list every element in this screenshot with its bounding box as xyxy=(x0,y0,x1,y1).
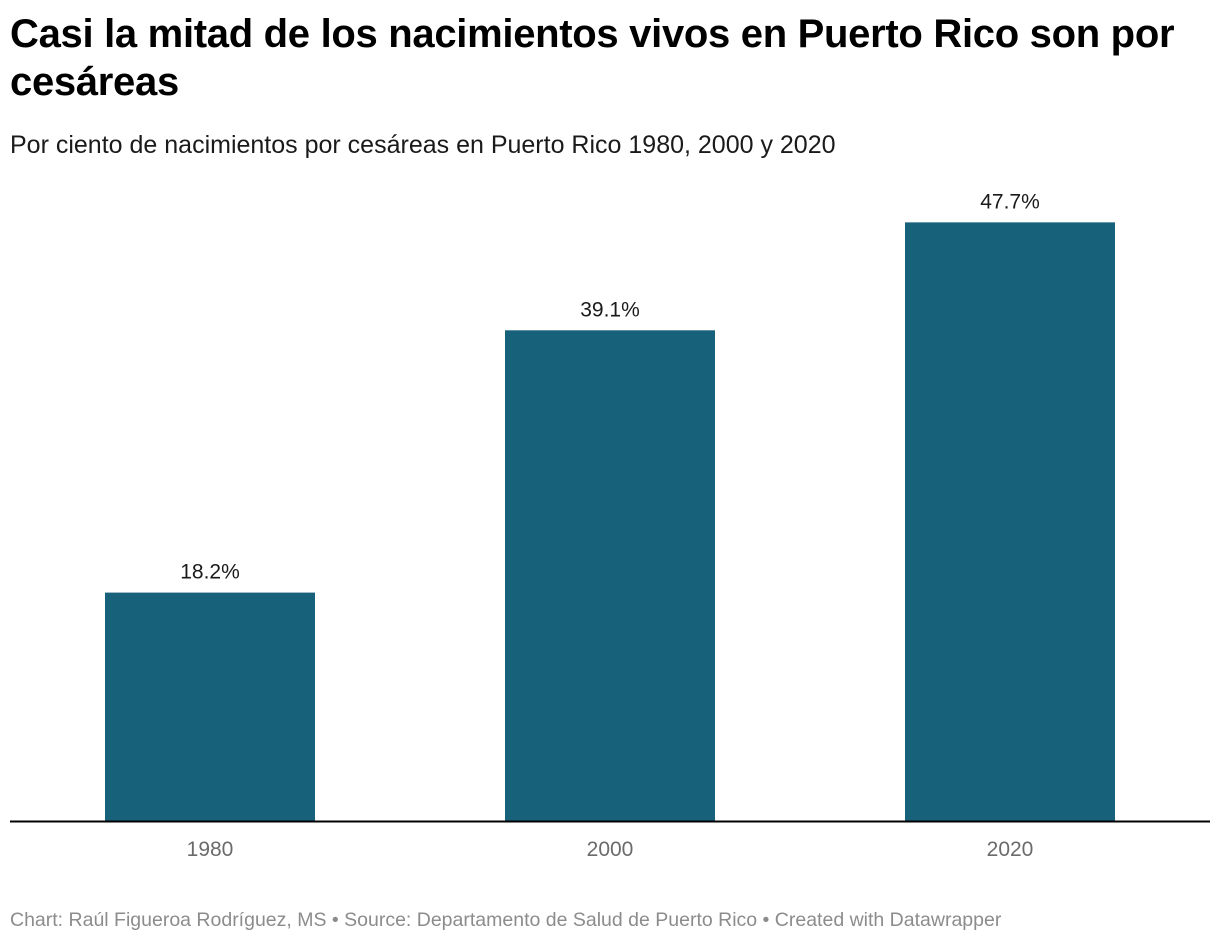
x-tick-labels-layer: 1980 2000 2020 xyxy=(187,838,1034,861)
x-tick-label-2020: 2020 xyxy=(987,838,1034,861)
bar-chart: 18.2% 39.1% 47.7% 1980 2000 2020 xyxy=(10,190,1210,861)
value-labels-layer: 18.2% 39.1% 47.7% xyxy=(180,190,1040,583)
bars-layer xyxy=(105,222,1115,822)
chart-footer-credit: Chart: Raúl Figueroa Rodríguez, MS • Sou… xyxy=(10,909,1002,931)
chart-title: Casi la mitad de los nacimientos vivos e… xyxy=(10,12,1175,104)
value-label-2020: 47.7% xyxy=(980,190,1040,213)
bar-1980 xyxy=(105,592,315,821)
bar-2000 xyxy=(505,330,715,821)
chart-subtitle: Por ciento de nacimientos por cesáreas e… xyxy=(10,131,836,159)
value-label-1980: 18.2% xyxy=(180,561,240,584)
bar-2020 xyxy=(905,222,1115,822)
value-label-2000: 39.1% xyxy=(580,298,640,321)
x-tick-label-2000: 2000 xyxy=(587,838,634,861)
x-tick-label-1980: 1980 xyxy=(187,838,234,861)
